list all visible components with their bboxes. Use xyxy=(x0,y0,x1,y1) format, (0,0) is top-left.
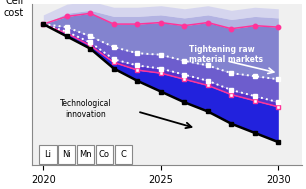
Text: Tightening raw
material markets: Tightening raw material markets xyxy=(189,45,263,64)
FancyBboxPatch shape xyxy=(58,145,76,163)
Y-axis label: Cell
cost: Cell cost xyxy=(3,0,24,18)
FancyBboxPatch shape xyxy=(39,145,57,163)
Text: Co: Co xyxy=(99,150,110,159)
Text: Li: Li xyxy=(44,150,51,159)
Text: Mn: Mn xyxy=(79,150,92,159)
FancyBboxPatch shape xyxy=(114,145,132,163)
Text: C: C xyxy=(120,150,126,159)
FancyBboxPatch shape xyxy=(77,145,94,163)
Text: Ni: Ni xyxy=(62,150,71,159)
Text: Technological
innovation: Technological innovation xyxy=(60,99,111,119)
FancyBboxPatch shape xyxy=(96,145,113,163)
